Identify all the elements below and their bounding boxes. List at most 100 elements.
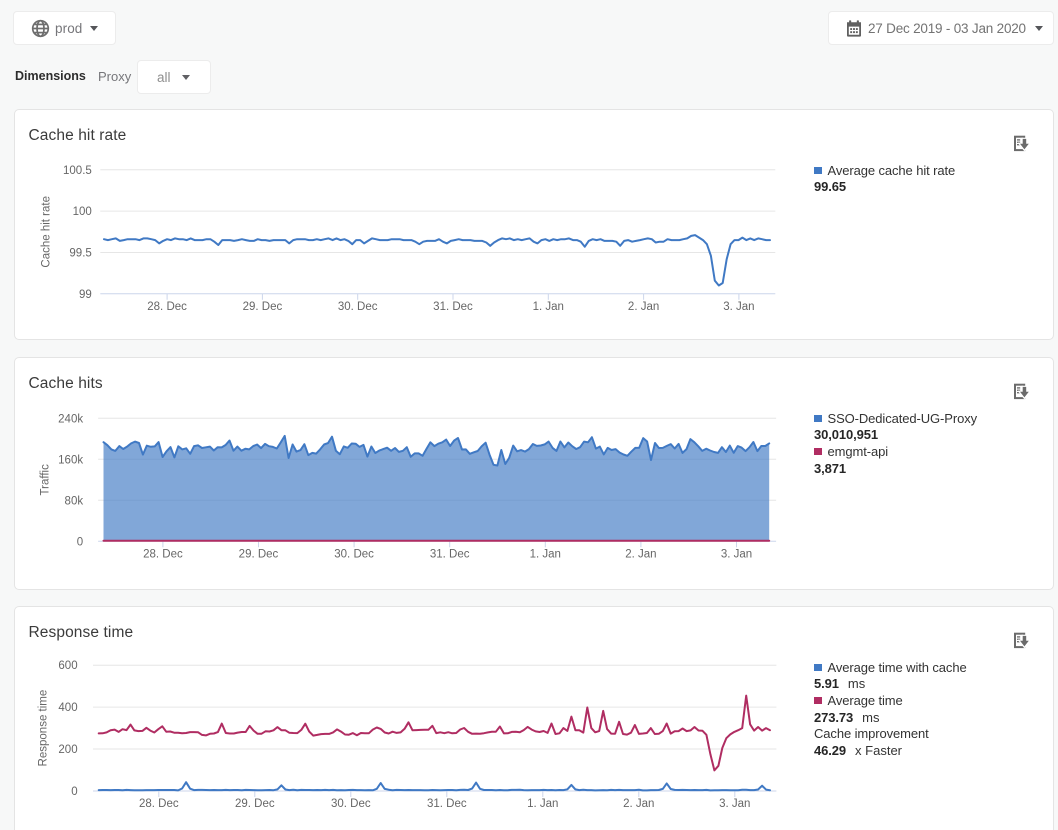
series-line [97, 781, 771, 792]
x-tick-label: 30. Dec [334, 548, 374, 560]
chart-svg: 28. Dec 29. Dec 30. Dec 31. Dec 1. Jan 2. Jan… [40, 413, 777, 560]
legend-value: 46.29 [814, 742, 847, 758]
legend-value: 99.65 [814, 179, 847, 195]
x-tick-label: 28. Dec [147, 301, 187, 313]
y-tick-label: 100 [73, 206, 92, 218]
card-title: Cache hit rate [28, 127, 127, 144]
caret-down-icon [1034, 25, 1043, 31]
download-report-icon [1014, 383, 1032, 400]
legend-value: 3,871 [814, 460, 847, 476]
legend-swatch-icon [814, 166, 822, 175]
legend-swatch-icon [814, 414, 822, 423]
legend-value-row: 273.73 ms [814, 709, 1044, 726]
y-tick-label: 400 [58, 702, 77, 714]
download-report-icon [1014, 135, 1032, 152]
x-tick-label: 1. Jan [533, 301, 564, 313]
card-title: Cache hits [28, 375, 103, 392]
download-report-button[interactable] [1013, 135, 1032, 152]
legend-swatch-icon [814, 663, 822, 672]
x-tick-label: 2. Jan [628, 301, 659, 313]
legend-item[interactable]: Average cache hit rate [814, 162, 1044, 179]
x-tick-label: 2. Jan [623, 798, 654, 810]
legend-label: Cache improvement [814, 726, 929, 742]
y-tick-label: 99.5 [69, 247, 91, 259]
legend-label: Average time with cache [827, 659, 967, 675]
legend: Average cache hit rate 99.65 [814, 162, 1044, 195]
x-tick-label: 3. Jan [723, 301, 754, 313]
x-tick-label: 2. Jan [625, 548, 656, 560]
caret-down-icon [181, 74, 190, 80]
x-tick-label: 31. Dec [427, 798, 467, 810]
legend-swatch-icon [814, 447, 822, 456]
series-line [103, 234, 771, 287]
y-tick-label: 0 [71, 786, 77, 798]
proxy-label: Proxy [98, 69, 132, 84]
x-tick-label: 1. Jan [527, 798, 558, 810]
legend-item[interactable]: Average time with cache [814, 659, 1044, 676]
legend-item: Cache improvement [814, 725, 1044, 742]
legend-value: 5.91 [814, 676, 839, 692]
card-cache-hit-rate: 28. Dec 29. Dec 30. Dec 31. Dec 1. Jan 2. Jan… [14, 109, 1054, 340]
x-tick-label: 3. Jan [719, 798, 750, 810]
legend-unit: ms [847, 676, 866, 692]
legend: Average time with cache 5.91 ms Average tim… [814, 659, 1044, 759]
environment-selector[interactable]: prod [13, 11, 116, 45]
proxy-select[interactable]: all [137, 60, 211, 94]
legend-label: Average time [827, 692, 903, 708]
download-report-button[interactable] [1013, 383, 1032, 400]
legend-label: Average cache hit rate [827, 162, 956, 178]
series-area [103, 435, 770, 542]
x-tick-label: 31. Dec [433, 301, 473, 313]
y-tick-label: 99 [79, 289, 92, 301]
y-tick-label: 80k [65, 495, 84, 507]
card-response-time: 28. Dec 29. Dec 30. Dec 31. Dec 1. Jan 2. Jan… [14, 606, 1054, 830]
chart-svg: 28. Dec 29. Dec 30. Dec 31. Dec 1. Jan 2. Jan… [41, 165, 776, 313]
x-tick-label: 29. Dec [243, 301, 283, 313]
legend-value-row: 46.29 x Faster [814, 742, 1044, 759]
y-axis-title: Cache hit rate [41, 196, 53, 268]
series-line [97, 694, 771, 772]
legend-item[interactable]: SSO-Dedicated-UG-Proxy [814, 410, 1044, 427]
legend-value: 273.73 [814, 709, 854, 725]
chart-svg: 28. Dec 29. Dec 30. Dec 31. Dec 1. Jan 2. Jan… [38, 660, 777, 810]
y-tick-label: 100.5 [63, 165, 92, 177]
y-axis-title: Response time [38, 690, 50, 767]
chart-cache-hits: 28. Dec 29. Dec 30. Dec 31. Dec 1. Jan 2. Jan… [15, 358, 1055, 589]
legend-swatch-icon [814, 696, 822, 705]
legend-item[interactable]: Average time [814, 692, 1044, 709]
dimensions-label: Dimensions [15, 69, 86, 83]
x-tick-label: 28. Dec [143, 548, 183, 560]
date-range-value: 27 Dec 2019 - 03 Jan 2020 [868, 20, 1026, 36]
legend-unit: x Faster [855, 742, 903, 758]
y-tick-label: 240k [58, 413, 83, 425]
x-tick-label: 30. Dec [331, 798, 371, 810]
legend-value-row: 30,010,951 [814, 427, 1044, 444]
x-tick-label: 29. Dec [235, 798, 275, 810]
legend: SSO-Dedicated-UG-Proxy 30,010,951 emgmt-ap… [814, 410, 1044, 476]
y-tick-label: 600 [58, 660, 77, 672]
y-tick-label: 160k [58, 454, 83, 466]
download-report-icon [1014, 632, 1032, 649]
chart-cache-hit-rate: 28. Dec 29. Dec 30. Dec 31. Dec 1. Jan 2. Jan… [15, 110, 1055, 341]
x-tick-label: 3. Jan [721, 548, 752, 560]
legend-label: SSO-Dedicated-UG-Proxy [827, 410, 978, 426]
date-range-selector[interactable]: 27 Dec 2019 - 03 Jan 2020 [828, 11, 1054, 45]
environment-value: prod [55, 20, 83, 36]
legend-label: emgmt-api [827, 443, 889, 459]
legend-value-row: 3,871 [814, 460, 1044, 477]
proxy-select-value: all [157, 69, 171, 85]
legend-value: 30,010,951 [814, 427, 879, 443]
x-tick-label: 1. Jan [530, 548, 561, 560]
legend-item[interactable]: emgmt-api [814, 443, 1044, 460]
x-tick-label: 28. Dec [139, 798, 179, 810]
globe-icon [31, 19, 50, 37]
x-tick-label: 31. Dec [430, 548, 470, 560]
card-cache-hits: 28. Dec 29. Dec 30. Dec 31. Dec 1. Jan 2. Jan… [14, 357, 1054, 590]
series-line [102, 434, 771, 467]
download-report-button[interactable] [1013, 632, 1032, 649]
caret-down-icon [90, 25, 99, 31]
chart-response-time: 28. Dec 29. Dec 30. Dec 31. Dec 1. Jan 2. Jan… [15, 607, 1055, 830]
x-tick-label: 29. Dec [239, 548, 279, 560]
legend-value-row: 99.65 [814, 179, 1044, 196]
